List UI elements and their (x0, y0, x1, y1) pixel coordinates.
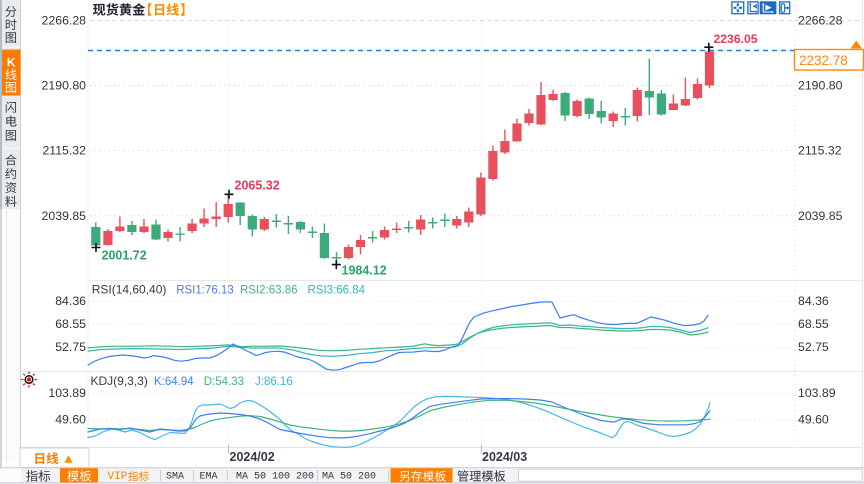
svg-text:RSI3:66.84: RSI3:66.84 (308, 284, 366, 296)
svg-text:2190.80: 2190.80 (42, 79, 87, 93)
svg-text:K: K (7, 56, 16, 70)
svg-text:2039.85: 2039.85 (42, 209, 87, 223)
svg-text:68.55: 68.55 (798, 317, 829, 331)
svg-text:68.55: 68.55 (55, 317, 86, 331)
svg-text:2001.72: 2001.72 (102, 249, 147, 263)
svg-text:84.36: 84.36 (55, 294, 86, 308)
svg-text:2024/03: 2024/03 (482, 450, 527, 464)
svg-text:2232.78: 2232.78 (799, 53, 848, 68)
svg-text:103.89: 103.89 (48, 386, 86, 400)
svg-text:D:54.33: D:54.33 (204, 376, 244, 388)
svg-text:VIP: VIP (108, 471, 128, 483)
svg-text:2115.32: 2115.32 (42, 144, 86, 158)
svg-text:RSI1:76.13: RSI1:76.13 (176, 284, 234, 296)
svg-text:84.36: 84.36 (798, 294, 829, 308)
svg-text:2266.28: 2266.28 (798, 14, 843, 28)
svg-text:2115.32: 2115.32 (798, 144, 842, 158)
svg-text:2024/02: 2024/02 (230, 450, 275, 464)
svg-text:2236.05: 2236.05 (714, 32, 758, 46)
svg-text:2266.28: 2266.28 (42, 14, 87, 28)
svg-text:K:64.94: K:64.94 (154, 376, 194, 388)
svg-text:J:86.16: J:86.16 (255, 376, 293, 388)
svg-text:MA 50 200: MA 50 200 (322, 471, 376, 482)
svg-text:SMA: SMA (166, 471, 184, 482)
svg-text:2190.80: 2190.80 (798, 79, 843, 93)
svg-text:EMA: EMA (200, 471, 218, 482)
svg-text:MA 50 100 200: MA 50 100 200 (236, 471, 314, 482)
svg-text:2039.85: 2039.85 (798, 209, 843, 223)
svg-text:49.60: 49.60 (55, 413, 86, 427)
svg-text:1984.12: 1984.12 (342, 264, 387, 278)
svg-text:2065.32: 2065.32 (235, 179, 280, 193)
svg-text:RSI(14,60,40): RSI(14,60,40) (92, 282, 167, 296)
svg-text:KDJ(9,3,3): KDJ(9,3,3) (91, 374, 148, 388)
svg-text:49.60: 49.60 (798, 413, 829, 427)
svg-text:103.89: 103.89 (798, 386, 836, 400)
svg-text:RSI2:63.86: RSI2:63.86 (240, 284, 298, 296)
svg-text:52.75: 52.75 (798, 340, 829, 354)
svg-text:52.75: 52.75 (55, 340, 86, 354)
